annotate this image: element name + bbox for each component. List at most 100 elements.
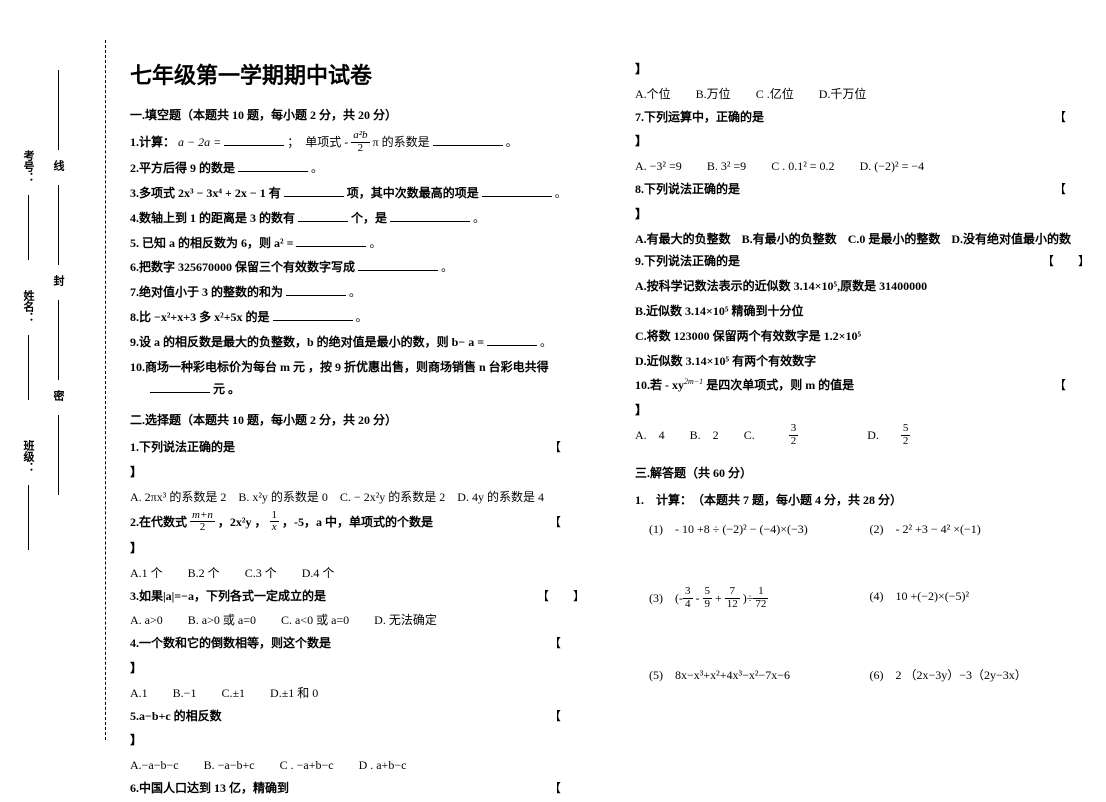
opt-b[interactable]: B. a>0 或 a=0 xyxy=(188,609,256,632)
opt-a[interactable]: A. a>0 xyxy=(130,609,163,632)
blank[interactable] xyxy=(390,210,470,222)
opt-a[interactable]: A.1 个 xyxy=(130,562,163,585)
opt-c[interactable]: C.3 个 xyxy=(245,562,277,585)
mc-q5-close: 】 xyxy=(130,729,585,752)
q-text: 项，其中次数最高的项是 xyxy=(347,186,479,200)
opt-a[interactable]: A. 4 xyxy=(635,424,665,447)
q-text: a − 2a = xyxy=(178,135,221,149)
q-text: 。 xyxy=(369,236,381,250)
opt-c[interactable]: C .亿位 xyxy=(756,83,794,106)
opt-d[interactable]: D . a+b−c xyxy=(359,754,407,777)
answer-bracket[interactable]: 【 xyxy=(549,632,585,655)
opt-d[interactable]: D.52 xyxy=(867,424,954,448)
mc-q6: 6.中国人口达到 13 亿，精确到 【 xyxy=(130,777,585,800)
mc-q9-c[interactable]: C.将数 123000 保留两个有效数字是 1.2×10⁵ xyxy=(635,325,1090,348)
mc-q5: 5.a−b+c 的相反数 【 xyxy=(130,705,585,728)
answer-bracket[interactable]: 【 xyxy=(549,436,585,459)
q-text: 。 xyxy=(349,285,361,299)
opt-a[interactable]: A.−a−b−c xyxy=(130,754,179,777)
answer-bracket[interactable]: 【 xyxy=(1054,178,1090,201)
opt-a[interactable]: A.有最大的负整数 xyxy=(635,228,731,251)
binding-label-secret: 密 xyxy=(50,390,66,401)
mc-q7-close: 】 xyxy=(635,130,1090,153)
field-underline xyxy=(28,335,29,400)
binding-label-seal: 封 xyxy=(50,275,66,286)
answer-bracket[interactable]: 【 xyxy=(1054,106,1090,129)
blank[interactable] xyxy=(284,185,344,197)
fill-q4: 4.数轴上到 1 的距离是 3 的数有 个，是 。 xyxy=(130,207,585,230)
opt-b[interactable]: B. 2 xyxy=(690,424,719,447)
fill-q5: 5. 已知 a 的相反数为 6，则 a² = 。 xyxy=(130,232,585,255)
mc-q1-opts: A. 2πx³ 的系数是 2 B. x²y 的系数是 0 C. − 2x²y 的… xyxy=(130,486,585,509)
opt-b[interactable]: B.2 个 xyxy=(188,562,220,585)
q-text: ，-5，a 中，单项式的个数是 xyxy=(282,515,433,529)
field-class: 班级： xyxy=(20,440,36,473)
opt-d[interactable]: D.±1 和 0 xyxy=(270,682,318,705)
blank[interactable] xyxy=(296,235,366,247)
field-underline xyxy=(28,195,29,260)
mc-q9-d[interactable]: D.近似数 3.14×10⁵ 有两个有效数字 xyxy=(635,350,1090,373)
opt-c[interactable]: C. a<0 或 a=0 xyxy=(281,609,349,632)
opt-b[interactable]: B.万位 xyxy=(696,83,731,106)
blank[interactable] xyxy=(286,284,346,296)
blank[interactable] xyxy=(298,210,348,222)
mc-q3: 3.如果|a|=−a，下列各式一定成立的是 【 】 xyxy=(130,585,585,608)
field-name: 姓名： xyxy=(20,290,36,323)
blank[interactable] xyxy=(150,381,210,393)
q-text: 10.若 - xy xyxy=(635,378,684,392)
blank[interactable] xyxy=(238,160,308,172)
q-text: 2.平方后得 9 的数是 xyxy=(130,161,235,175)
opt-c[interactable]: C.±1 xyxy=(221,682,245,705)
opt-d[interactable]: D.4 个 xyxy=(302,562,335,585)
q-text: 是四次单项式，则 m 的值是 xyxy=(706,378,854,392)
mc-q2-close: 】 xyxy=(130,537,585,560)
mc-q1: 1.下列说法正确的是 【 xyxy=(130,436,585,459)
opt-a[interactable]: A.1 xyxy=(130,682,148,705)
opt-d[interactable]: D.千万位 xyxy=(819,83,867,106)
mc-q2: 2.在代数式 m+n2 ，2x²y ， 1x ，-5，a 中，单项式的个数是 【 xyxy=(130,511,585,535)
section-3-sub: 1. 计算： （本题共 7 题，每小题 4 分，共 28 分） xyxy=(635,489,1090,512)
blank[interactable] xyxy=(273,309,353,321)
opt-d[interactable]: D. (−2)² = −4 xyxy=(860,155,925,178)
blank[interactable] xyxy=(487,334,537,346)
calc-p4: (4) 10 +(−2)×(−5)² xyxy=(870,587,1091,611)
opt-c[interactable]: C . −a+b−c xyxy=(280,754,334,777)
opt-b[interactable]: B.有最小的负整数 xyxy=(742,228,837,251)
blank[interactable] xyxy=(433,134,503,146)
calc-p6: (6) 2 （2x−3y）−3（2y−3x） xyxy=(870,666,1091,683)
opt-a[interactable]: A. −3² =9 xyxy=(635,155,682,178)
mc-q8: 8.下列说法正确的是 【 xyxy=(635,178,1090,201)
q-text: 。 xyxy=(506,135,518,149)
mc-q9-a[interactable]: A.按科学记数法表示的近似数 3.14×10⁵,原数是 31400000 xyxy=(635,275,1090,298)
mc-q4-opts: A.1 B.−1 C.±1 D.±1 和 0 xyxy=(130,682,585,705)
opt-b[interactable]: B. −a−b+c xyxy=(204,754,255,777)
fill-q10: 10.商场一种彩电标价为每台 m 元 ，按 9 折优惠出售，则商场销售 n 台彩… xyxy=(130,356,585,402)
blank[interactable] xyxy=(358,259,438,271)
opt-a[interactable]: A.个位 xyxy=(635,83,671,106)
opt-b[interactable]: B. 3² =9 xyxy=(707,155,746,178)
q-text: 5.a−b+c 的相反数 xyxy=(130,709,222,723)
answer-bracket[interactable]: 【 xyxy=(549,511,585,534)
answer-bracket[interactable]: 【 xyxy=(549,705,585,728)
binding-dashed-line xyxy=(105,40,106,740)
mc-q9-b[interactable]: B.近似数 3.14×10⁵ 精确到十分位 xyxy=(635,300,1090,323)
answer-bracket[interactable]: 【 xyxy=(1054,374,1090,397)
q-text: 6.中国人口达到 13 亿，精确到 xyxy=(130,781,289,795)
q-text: 。 xyxy=(473,211,485,225)
answer-bracket[interactable]: 【 】 xyxy=(1042,250,1090,273)
q-text: ； 单项式 - xyxy=(287,135,348,149)
binding-seg xyxy=(58,70,59,150)
blank[interactable] xyxy=(224,134,284,146)
section-2-header: 二.选择题（本题共 10 题，每小题 2 分，共 20 分） xyxy=(130,411,585,428)
opt-d[interactable]: D. 无法确定 xyxy=(374,609,437,632)
opt-c[interactable]: C . 0.1² = 0.2 xyxy=(771,155,834,178)
answer-bracket[interactable]: 【 xyxy=(549,777,585,800)
answer-bracket[interactable]: 【 】 xyxy=(537,585,585,608)
opt-d[interactable]: D.没有绝对值最小的数 xyxy=(951,228,1071,251)
opt-b[interactable]: B.−1 xyxy=(173,682,197,705)
blank[interactable] xyxy=(482,185,552,197)
opt-c[interactable]: C.0 是最小的整数 xyxy=(848,228,941,251)
opt-c[interactable]: C. 32 xyxy=(744,424,843,448)
binding-margin: 线 封 密 考号： 姓名： 班级： xyxy=(0,0,110,765)
q-text: 9.下列说法正确的是 xyxy=(635,254,740,268)
